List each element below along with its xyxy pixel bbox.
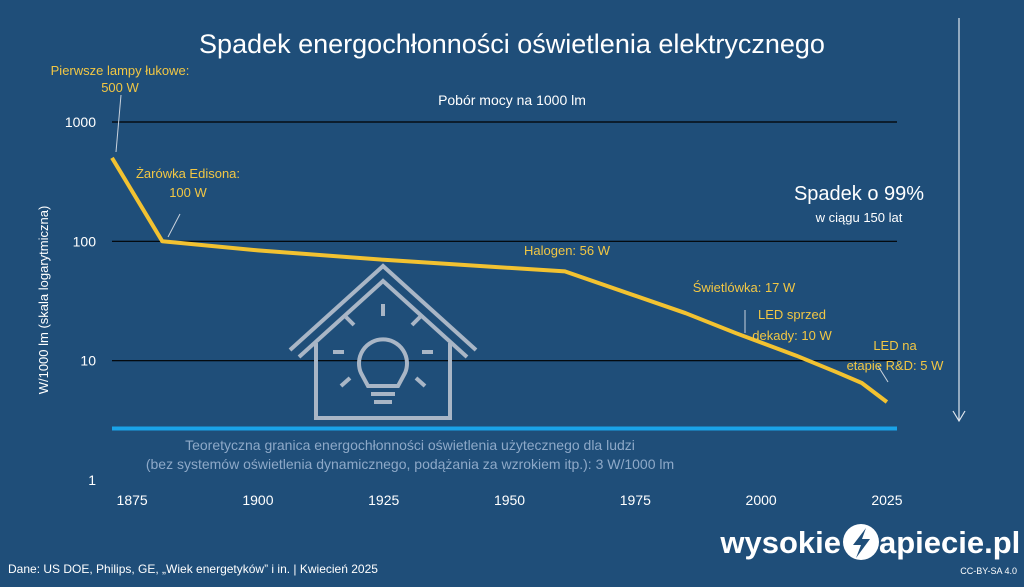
limit-label-line2: (bez systemów oświetlenia dynamicznego, … — [146, 456, 674, 472]
logo-text-right: apiecie.pl — [879, 525, 1020, 560]
annotation-halogen: Halogen: 56 W — [524, 243, 611, 258]
chart-subtitle: Pobór mocy na 1000 lm — [438, 92, 586, 108]
x-tick-label-2000: 2000 — [746, 492, 777, 508]
chart-title: Spadek energochłonności oświetlenia elek… — [199, 29, 825, 59]
lightning-logo-icon — [843, 524, 879, 560]
x-tick-label-1975: 1975 — [620, 492, 651, 508]
y-tick-labels: 1 10 100 1000 — [65, 114, 96, 488]
series-line — [110, 156, 889, 404]
annotation-leaders — [115, 94, 889, 383]
grid-lines — [112, 121, 897, 362]
annotation-fluorescent: Świetlówka: 17 W — [693, 280, 796, 295]
y-tick-label-10: 10 — [80, 353, 96, 369]
annotation-led-old-line1: LED sprzed — [758, 307, 826, 322]
license-label: CC-BY-SA 4.0 — [960, 566, 1017, 576]
x-tick-label-2025: 2025 — [871, 492, 902, 508]
house-lightbulb-icon — [288, 263, 478, 420]
annotation-arc-line1: Pierwsze lampy łukowe: — [51, 63, 190, 78]
annotation-led-rd-line1: LED na — [873, 338, 917, 353]
annotation-arc-line2: 500 W — [101, 80, 139, 95]
y-axis-label: W/1000 lm (skala logarytmiczna) — [36, 206, 51, 395]
annotation-led-old-line2: dekady: 10 W — [752, 328, 832, 343]
annotation-edison-line2: 100 W — [169, 185, 207, 200]
down-arrow-icon — [952, 18, 966, 423]
x-tick-label-1900: 1900 — [242, 492, 273, 508]
annotation-edison-line1: Żarówka Edisona: — [136, 166, 240, 181]
logo-text-left: wysokie — [719, 525, 841, 560]
logo: wysokie apiecie.pl — [719, 524, 1020, 560]
annotation-led-rd-line2: etapie R&D: 5 W — [847, 358, 945, 373]
y-tick-label-1000: 1000 — [65, 114, 96, 130]
x-tick-labels: 1875 1900 1925 1950 1975 2000 2025 — [117, 492, 903, 508]
drop-callout-title: Spadek o 99% — [794, 183, 924, 205]
x-tick-label-1950: 1950 — [494, 492, 525, 508]
y-tick-label-100: 100 — [73, 233, 97, 249]
y-tick-label-1: 1 — [88, 472, 96, 488]
x-tick-label-1925: 1925 — [368, 492, 399, 508]
source-note: Dane: US DOE, Philips, GE, „Wiek energet… — [8, 562, 378, 576]
x-tick-label-1875: 1875 — [117, 492, 148, 508]
drop-callout-subtitle: w ciągu 150 lat — [815, 210, 903, 225]
limit-label-line1: Teoretyczna granica energochłonności ośw… — [185, 437, 635, 453]
